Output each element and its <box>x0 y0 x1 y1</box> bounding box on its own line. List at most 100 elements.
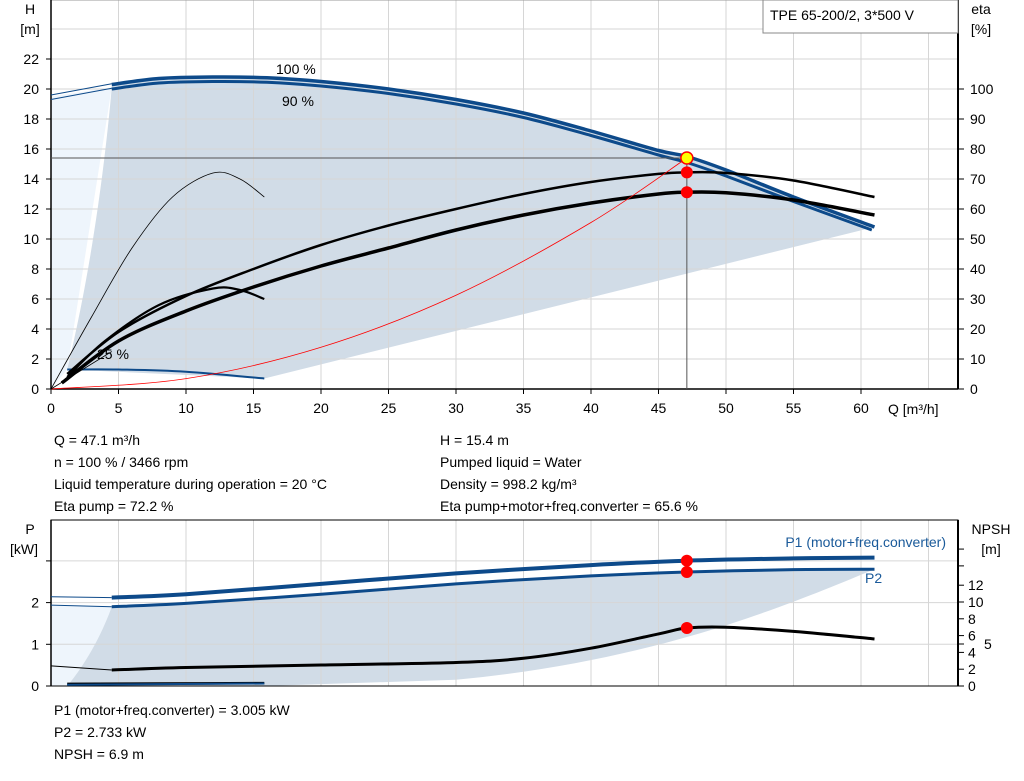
y-tick-label: 8 <box>31 261 39 277</box>
x-tick-label: 45 <box>651 400 667 416</box>
y2-tick-label: 30 <box>970 291 986 307</box>
light-region-bottom <box>51 605 112 686</box>
y-tick-label: 22 <box>23 51 39 67</box>
label-100-percent: 100 % <box>276 61 316 77</box>
y-tick-label: 14 <box>23 171 39 187</box>
y2-tick-label: 100 <box>970 81 994 97</box>
info-bottom: P1 (motor+freq.converter) = 3.005 kW P2 … <box>54 699 290 765</box>
y2-tick-label: 50 <box>970 231 986 247</box>
label-90-percent: 90 % <box>282 93 314 109</box>
y-tick-label: 0 <box>31 381 39 397</box>
npsh-tick-label: 4 <box>968 644 976 660</box>
x-tick-label: 60 <box>853 400 869 416</box>
y2-tick-label: 70 <box>970 171 986 187</box>
p2-extension <box>50 604 112 608</box>
npsh-tick-label: 5 <box>984 636 992 652</box>
info-left: Q = 47.1 m³/h n = 100 % / 3466 rpm Liqui… <box>54 429 327 517</box>
x-tick-label: 35 <box>516 400 532 416</box>
npsh-point <box>680 622 693 635</box>
x-tick-label: 40 <box>583 400 599 416</box>
x-tick-label: 15 <box>246 400 262 416</box>
info-liquid: Pumped liquid = Water <box>440 454 582 470</box>
x-tick-label: 25 <box>381 400 397 416</box>
npsh-tick-label: 8 <box>968 611 976 627</box>
x-tick-label: 50 <box>718 400 734 416</box>
y-tick-label: 20 <box>23 81 39 97</box>
eta-total-point <box>680 186 693 199</box>
label-25-percent: 25 % <box>97 346 129 362</box>
y2-axis-unit: [%] <box>971 21 991 37</box>
x-tick-label: 10 <box>178 400 194 416</box>
curve-P1 <box>111 555 875 600</box>
info-npsh: NPSH = 6.9 m <box>54 746 144 762</box>
y-tick-label: 12 <box>23 201 39 217</box>
y2-tick-label: 10 <box>970 351 986 367</box>
p-tick-label: 1 <box>31 636 39 652</box>
y2-tick-label: 80 <box>970 141 986 157</box>
curve-eta-total <box>60 190 875 385</box>
p-axis-unit: [kW] <box>10 541 38 557</box>
curve-eta-25-total <box>66 286 265 378</box>
curve-eta-25-pump <box>50 171 265 390</box>
npsh-extension <box>50 665 112 671</box>
p2-point <box>680 566 693 579</box>
x-tick-label: 20 <box>313 400 329 416</box>
npsh-tick-label: 0 <box>968 678 976 694</box>
y2-tick-label: 40 <box>970 261 986 277</box>
p1-extension <box>50 596 112 599</box>
y-tick-label: 6 <box>31 291 39 307</box>
p1-point <box>680 554 693 567</box>
info-p2: P2 = 2.733 kW <box>54 724 147 740</box>
p-25-blue <box>67 682 265 686</box>
x-tick-label: 5 <box>115 400 123 416</box>
y-tick-label: 10 <box>23 231 39 247</box>
curve-head-100 <box>111 75 876 229</box>
info-eta-total: Eta pump+motor+freq.converter = 65.6 % <box>440 498 698 514</box>
npsh-tick-label: 6 <box>968 628 976 644</box>
head-90-extension <box>50 87 112 100</box>
x-tick-label: 0 <box>47 400 55 416</box>
npsh-axis-label: NPSH <box>972 521 1011 537</box>
duty-point <box>680 151 694 165</box>
info-q: Q = 47.1 m³/h <box>54 432 140 448</box>
y-tick-label: 2 <box>31 351 39 367</box>
info-eta-pump: Eta pump = 72.2 % <box>54 498 174 514</box>
info-right: H = 15.4 m Pumped liquid = Water Density… <box>440 429 698 517</box>
p-tick-label: 2 <box>31 595 39 611</box>
y-tick-label: 4 <box>31 321 39 337</box>
p-axis-label: P <box>25 521 34 537</box>
curve-P2 <box>111 567 875 609</box>
npsh-tick-label: 12 <box>968 577 984 593</box>
y2-tick-label: 0 <box>970 381 978 397</box>
npsh-axis-unit: [m] <box>981 541 1000 557</box>
y-tick-label: 18 <box>23 111 39 127</box>
legend-p1: P1 (motor+freq.converter) <box>785 534 946 550</box>
npsh-tick-label: 10 <box>968 594 984 610</box>
y-axis-label: H <box>25 1 35 17</box>
info-p1: P1 (motor+freq.converter) = 3.005 kW <box>54 702 290 718</box>
npsh-tick-label: 2 <box>968 661 976 677</box>
y2-tick-label: 90 <box>970 111 986 127</box>
info-density: Density = 998.2 kg/m³ <box>440 476 577 492</box>
head-100-extension <box>50 83 112 96</box>
x-axis-label: Q [m³/h] <box>888 401 939 417</box>
info-h: H = 15.4 m <box>440 432 509 448</box>
info-speed: n = 100 % / 3466 rpm <box>54 454 189 470</box>
x-tick-label: 30 <box>448 400 464 416</box>
y-tick-label: 16 <box>23 141 39 157</box>
info-temp: Liquid temperature during operation = 20… <box>54 476 327 492</box>
y2-axis-label: eta <box>971 1 991 17</box>
legend-p2: P2 <box>865 570 882 586</box>
eta-pump-point <box>680 166 693 179</box>
pump-title: TPE 65-200/2, 3*500 V <box>770 7 915 23</box>
curve-NPSH <box>111 625 875 672</box>
curve-head-90 <box>111 79 873 232</box>
curve-system-curve <box>50 157 688 390</box>
x-tick-label: 55 <box>786 400 802 416</box>
origin-line <box>50 351 112 390</box>
title-box <box>762 0 959 34</box>
curve-head-25 <box>67 368 265 380</box>
light-region-top <box>51 87 112 389</box>
y-axis-unit: [m] <box>20 21 39 37</box>
